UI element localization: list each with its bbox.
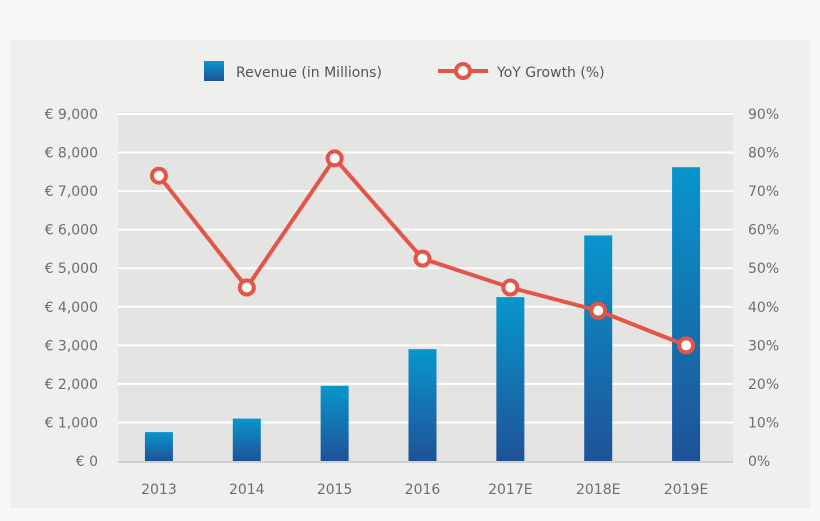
- y-left-tick-label: € 4,000: [45, 300, 98, 316]
- revenue-bar: [584, 235, 613, 461]
- y-left-tick-label: € 1,000: [45, 415, 98, 431]
- x-tick-label: 2019E: [664, 482, 708, 498]
- y-right-tick-label: 30%: [748, 338, 779, 354]
- y-left-tick-label: € 9,000: [45, 107, 98, 123]
- revenue-bar: [496, 297, 525, 461]
- x-tick-label: 2015: [317, 482, 353, 498]
- y-right-tick-label: 40%: [748, 300, 779, 316]
- growth-point: [149, 166, 168, 185]
- y-right-tick-label: 60%: [748, 223, 779, 239]
- x-tick-label: 2017E: [488, 482, 532, 498]
- growth-point: [325, 149, 344, 168]
- growth-point: [237, 278, 256, 297]
- y-right-tick-label: 0%: [748, 454, 770, 470]
- x-tick-label: 2016: [405, 482, 441, 498]
- revenue-bar: [144, 432, 173, 461]
- revenue-bar: [408, 349, 437, 461]
- legend-swatch-revenue: [204, 61, 224, 81]
- y-right-tick-label: 50%: [748, 261, 779, 277]
- y-right-tick-label: 20%: [748, 377, 779, 393]
- revenue-bar: [320, 385, 349, 461]
- y-right-tick-label: 90%: [748, 107, 779, 123]
- revenue-bar: [232, 418, 261, 461]
- y-left-tick-label: € 3,000: [45, 338, 98, 354]
- y-right-tick-label: 80%: [748, 146, 779, 162]
- y-left-tick-label: € 7,000: [45, 184, 98, 200]
- x-tick-label: 2013: [141, 482, 177, 498]
- x-tick-label: 2018E: [576, 482, 620, 498]
- growth-point: [677, 336, 696, 355]
- x-tick-label: 2014: [229, 482, 265, 498]
- legend-label-revenue: Revenue (in Millions): [236, 65, 382, 81]
- revenue-bar: [672, 167, 701, 461]
- y-right-tick-label: 10%: [748, 415, 779, 431]
- legend: Revenue (in Millions) YoY Growth (%): [204, 61, 605, 81]
- y-left-tick-label: € 2,000: [45, 377, 98, 393]
- y-right-tick-label: 70%: [748, 184, 779, 200]
- growth-point: [413, 249, 432, 268]
- y-left-tick-label: € 6,000: [45, 223, 98, 239]
- growth-point: [589, 301, 608, 320]
- y-left-tick-label: € 5,000: [45, 261, 98, 277]
- legend-marker-growth: [454, 62, 472, 80]
- y-left-tick-label: € 0: [76, 454, 98, 470]
- legend-label-growth: YoY Growth (%): [496, 65, 605, 81]
- y-left-tick-label: € 8,000: [45, 146, 98, 162]
- growth-point: [501, 278, 520, 297]
